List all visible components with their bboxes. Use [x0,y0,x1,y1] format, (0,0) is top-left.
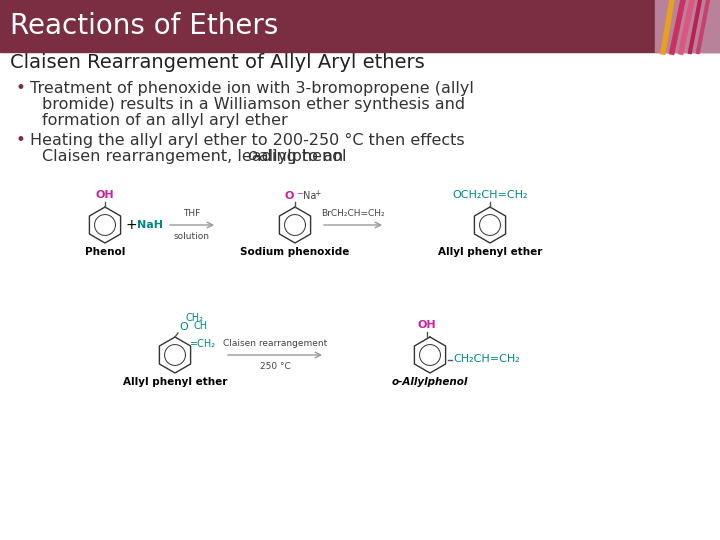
Bar [655,0,720,52]
Text: Claisen rearrangement: Claisen rearrangement [223,339,327,348]
Text: -allylphenol: -allylphenol [253,148,347,164]
Text: solution: solution [174,232,210,241]
Text: Reactions of Ethers: Reactions of Ethers [10,12,279,40]
Text: CH: CH [194,321,208,331]
Text: +: + [125,218,137,232]
Text: O: O [179,322,188,332]
Text: bromide) results in a Williamson ether synthesis and: bromide) results in a Williamson ether s… [42,97,465,111]
Text: •: • [16,79,26,97]
Text: THF: THF [184,209,201,218]
Text: OCH₂CH=CH₂: OCH₂CH=CH₂ [452,190,528,200]
Bar [0,0,720,52]
Text: BrCH₂CH=CH₂: BrCH₂CH=CH₂ [321,209,384,218]
Text: Phenol: Phenol [85,247,125,257]
Text: Allyl phenyl ether: Allyl phenyl ether [438,247,542,257]
Text: CH₂: CH₂ [186,313,204,323]
Text: Claisen Rearrangement of Allyl Aryl ethers: Claisen Rearrangement of Allyl Aryl ethe… [10,52,425,71]
Text: Allyl phenyl ether: Allyl phenyl ether [123,377,228,387]
Text: Na: Na [303,191,316,201]
Text: formation of an allyl aryl ether: formation of an allyl aryl ether [42,112,288,127]
Text: Treatment of phenoxide ion with 3-bromopropene (allyl: Treatment of phenoxide ion with 3-bromop… [30,80,474,96]
Text: CH₂CH=CH₂: CH₂CH=CH₂ [453,354,520,364]
Text: NaH: NaH [137,220,163,230]
Text: OH: OH [418,320,436,330]
Text: O: O [284,191,294,201]
Text: Claisen rearrangement, leading to an: Claisen rearrangement, leading to an [42,148,348,164]
Text: +: + [314,189,320,198]
Text: OH: OH [96,190,114,200]
Text: 250 °C: 250 °C [260,362,290,371]
Text: o-Allylphenol: o-Allylphenol [392,377,468,387]
Text: o: o [248,148,257,164]
Text: •: • [16,131,26,149]
Text: Sodium phenoxide: Sodium phenoxide [240,247,350,257]
Text: −: − [296,189,303,198]
Text: Heating the allyl aryl ether to 200-250 °C then effects: Heating the allyl aryl ether to 200-250 … [30,132,464,147]
Text: =CH₂: =CH₂ [190,339,216,349]
